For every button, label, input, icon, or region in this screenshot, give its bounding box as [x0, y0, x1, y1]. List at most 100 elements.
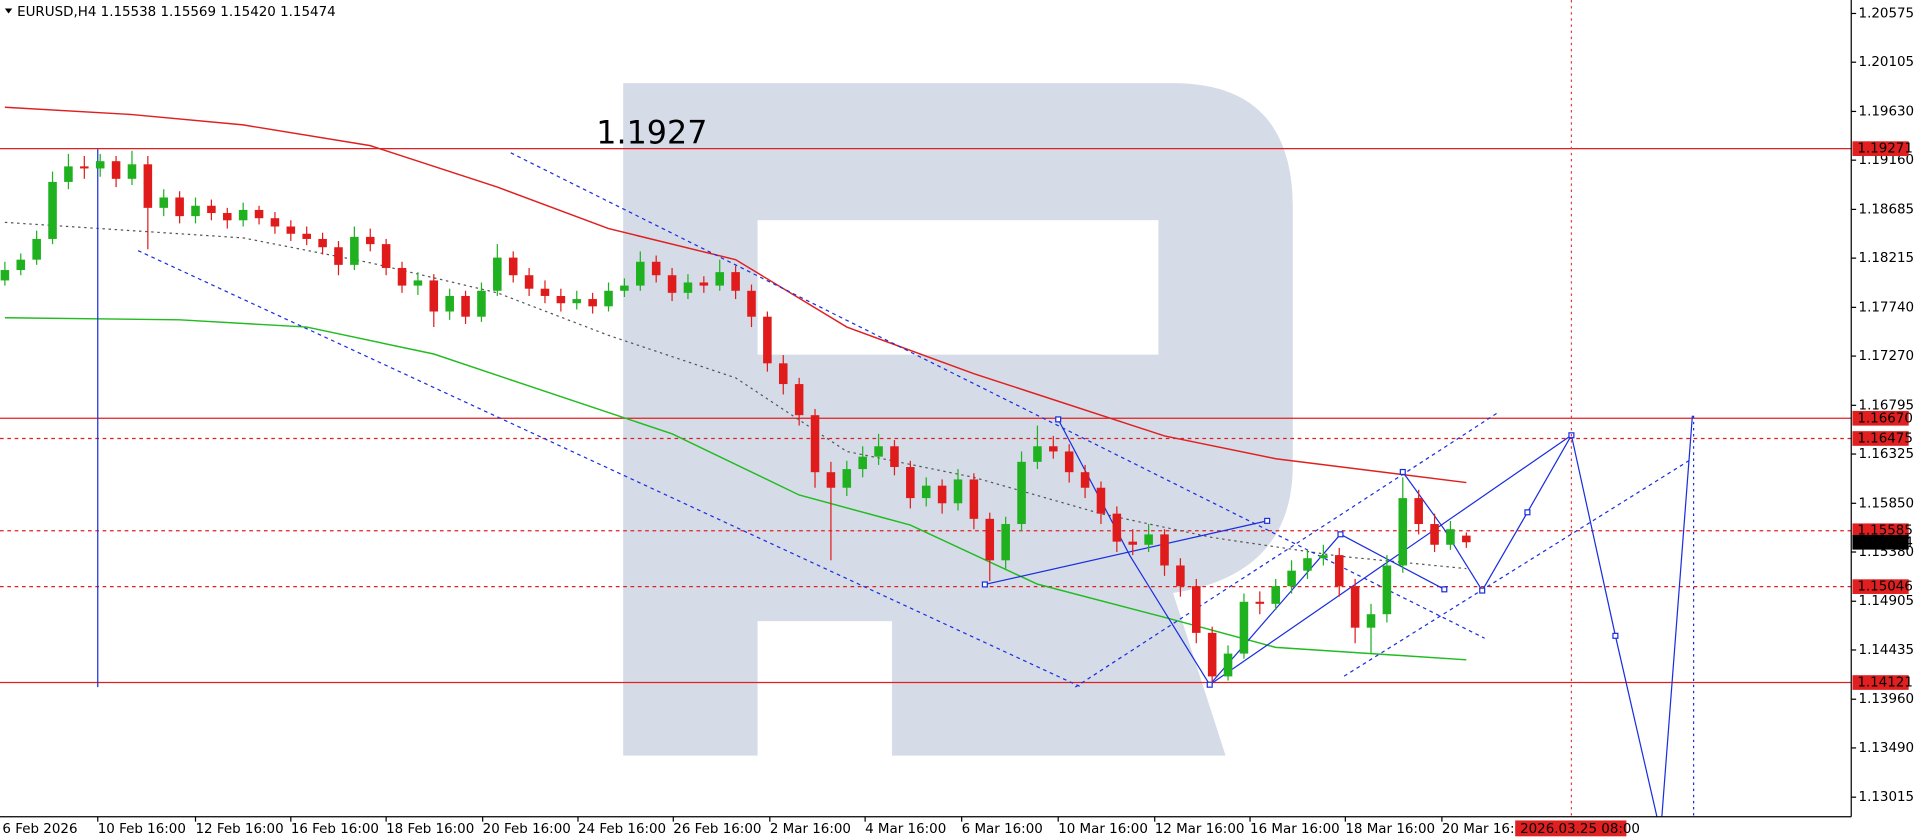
drawings [97, 149, 1695, 817]
candle-body [1287, 570, 1296, 587]
candle-body [1255, 601, 1265, 604]
candle-body [461, 295, 470, 317]
candle-body [111, 161, 121, 179]
y-tick-label: 1.18685 [1859, 202, 1915, 217]
candle-body [858, 456, 867, 470]
level-label-box [1852, 675, 1909, 690]
candle-body [397, 267, 407, 286]
candle-body [1446, 529, 1455, 545]
candle-body [1160, 534, 1169, 566]
y-tick-label: 1.15850 [1859, 496, 1915, 511]
x-tick-label: 10 Mar 16:00 [1058, 822, 1148, 837]
levels [0, 148, 1852, 684]
candle-body [890, 446, 899, 468]
moving-averages [4, 106, 1467, 661]
level-label: 1.16475 [1857, 431, 1913, 446]
candle-body [95, 161, 105, 169]
x-tick-label: 4 Mar 16:00 [865, 822, 946, 837]
marker [981, 581, 988, 588]
y-tick-label: 1.13490 [1859, 741, 1915, 756]
candle-body [1303, 558, 1312, 571]
marker [1479, 587, 1486, 594]
candle-body [0, 270, 10, 281]
candle-body [175, 197, 184, 217]
x-tick-label: 18 Feb 16:00 [386, 822, 474, 837]
candle-body [1144, 534, 1153, 545]
level-label: 1.15046 [1857, 580, 1913, 595]
candle-body [1350, 586, 1360, 628]
candle-body [80, 166, 89, 169]
marker [1206, 681, 1213, 688]
candle-body [143, 164, 153, 208]
candle-body [445, 295, 454, 312]
x-tick-label: 10 Feb 16:00 [98, 822, 186, 837]
candle-body [286, 226, 296, 234]
symbol-header: EURUSD,H4 1.15538 1.15569 1.15420 1.1547… [17, 5, 336, 20]
candle-body [1112, 513, 1122, 542]
candle-body [842, 469, 852, 488]
x-tick-label: 6 Mar 16:00 [962, 822, 1043, 837]
marker [1441, 586, 1448, 593]
candle-body [651, 261, 661, 276]
candle-body [1223, 653, 1233, 677]
x-tick-label: 16 Feb 16:00 [291, 822, 379, 837]
candle-body [1049, 446, 1058, 452]
candle-body [794, 384, 804, 416]
candle-body [588, 299, 597, 307]
candle-body [969, 479, 979, 519]
level-label-box [1852, 431, 1909, 446]
candle-body [1319, 555, 1328, 559]
candle-body [429, 280, 439, 312]
x-tick-label: 18 Mar 16:00 [1345, 822, 1435, 837]
candle-body [1080, 472, 1090, 488]
cursor-time-label: 2026.03.25 08:00 [1520, 822, 1640, 837]
y-tick-label: 1.20575 [1859, 6, 1915, 21]
candle-body [1017, 461, 1026, 525]
candle-body [159, 197, 169, 208]
candle-body [1207, 632, 1217, 677]
y-tick-label: 1.20105 [1859, 55, 1915, 70]
candle-body [381, 244, 391, 268]
candle-body [1192, 586, 1201, 633]
channel-line [510, 152, 1485, 639]
candle-body [620, 285, 629, 291]
candle-body [810, 415, 820, 473]
marker [1612, 632, 1619, 639]
y-tick-label: 1.19160 [1859, 153, 1915, 168]
candle-body [540, 288, 550, 296]
candle-body [921, 485, 931, 499]
level-label-box [1852, 579, 1909, 594]
axes: 1.20575 1.20105 1.19630 1.19160 1.18685 1.182… [2, 6, 1914, 837]
channel-line [1343, 457, 1693, 677]
candle-body [1239, 601, 1249, 654]
candle-body [334, 247, 343, 265]
candle-body [1366, 614, 1376, 628]
candle-body [1128, 541, 1138, 545]
candle-body [937, 485, 947, 504]
candle-body [747, 290, 756, 317]
moving-average [4, 106, 1467, 484]
candle-body [1096, 487, 1106, 514]
y-tick-label: 1.13960 [1859, 692, 1915, 707]
trend-line [984, 520, 1268, 586]
candle-body [302, 233, 311, 239]
level-label: 1.14121 [1857, 676, 1913, 691]
candle-body [270, 218, 280, 227]
candle-body [191, 205, 200, 217]
vertex-markers [981, 416, 1619, 688]
level-label-box [1852, 141, 1909, 156]
candle-body [1064, 451, 1074, 473]
candle-body [493, 257, 502, 291]
marker [1399, 468, 1406, 476]
candle-body [699, 282, 709, 286]
watermark-logo [623, 83, 1293, 756]
y-tick-label: 1.16325 [1859, 447, 1915, 462]
candle-body [254, 209, 264, 219]
x-tick-label: 16 Mar 16:00 [1250, 822, 1340, 837]
candle-body [1462, 535, 1471, 543]
candle-body [413, 280, 423, 286]
menu-arrow[interactable] [4, 8, 13, 14]
candle-body [64, 166, 73, 182]
candle-body [524, 275, 534, 289]
